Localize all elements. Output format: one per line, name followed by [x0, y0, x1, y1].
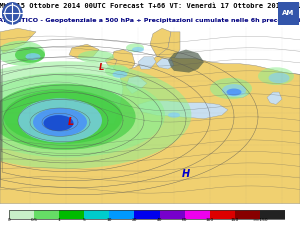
Text: 60: 60 [182, 218, 188, 222]
Polygon shape [150, 28, 171, 58]
Ellipse shape [0, 84, 136, 150]
Bar [260, 210, 285, 219]
Ellipse shape [112, 71, 128, 78]
Text: 20: 20 [132, 218, 137, 222]
Polygon shape [156, 58, 174, 69]
Ellipse shape [15, 47, 45, 63]
Ellipse shape [126, 43, 144, 52]
Text: 150: 150 [231, 218, 239, 222]
Polygon shape [0, 28, 36, 53]
Text: L: L [99, 63, 105, 72]
Polygon shape [138, 101, 228, 119]
Ellipse shape [258, 67, 294, 85]
Text: 1: 1 [58, 218, 61, 222]
Bar [9, 210, 285, 219]
Text: 5: 5 [83, 218, 86, 222]
Bar [34, 210, 59, 219]
Polygon shape [126, 76, 147, 94]
Polygon shape [168, 50, 204, 73]
Ellipse shape [0, 61, 191, 169]
Bar [184, 210, 210, 219]
Bar [235, 210, 260, 219]
Bar [110, 210, 134, 219]
Text: 10: 10 [106, 218, 112, 222]
Polygon shape [159, 32, 180, 58]
Ellipse shape [44, 115, 74, 131]
Text: 100: 100 [206, 218, 214, 222]
Bar [59, 210, 84, 219]
Ellipse shape [168, 112, 180, 118]
Ellipse shape [33, 108, 87, 136]
Text: AM: AM [282, 10, 294, 16]
Polygon shape [0, 57, 300, 204]
Polygon shape [69, 44, 99, 58]
Polygon shape [105, 57, 117, 67]
Text: 0: 0 [8, 218, 10, 222]
Text: H: H [182, 169, 190, 178]
Bar [84, 210, 110, 219]
Ellipse shape [268, 73, 290, 83]
Ellipse shape [78, 50, 114, 63]
Ellipse shape [18, 98, 102, 142]
Ellipse shape [0, 41, 45, 65]
Circle shape [3, 3, 22, 24]
Polygon shape [267, 92, 282, 104]
Ellipse shape [222, 84, 246, 97]
Ellipse shape [226, 88, 242, 96]
Text: EUROATLANTICO - Geopotenziale a 500 hPa + Precipitazioni cumulate nelle 6h prece: EUROATLANTICO - Geopotenziale a 500 hPa … [0, 18, 300, 23]
Polygon shape [138, 57, 156, 69]
Text: 0.5: 0.5 [31, 218, 38, 222]
Polygon shape [111, 50, 135, 74]
Ellipse shape [105, 65, 129, 77]
Ellipse shape [0, 73, 165, 158]
Bar [9, 210, 34, 219]
Text: ECMWF 15 Ottobre 2014 00UTC Forecast T+66 VT: Venerdì 17 Ottobre 2014 18UTC: ECMWF 15 Ottobre 2014 00UTC Forecast T+6… [0, 3, 300, 9]
Bar [210, 210, 235, 219]
Text: >=150: >=150 [252, 218, 268, 222]
Ellipse shape [4, 90, 122, 144]
Bar [134, 210, 160, 219]
Ellipse shape [132, 47, 144, 52]
Ellipse shape [26, 53, 40, 60]
Ellipse shape [210, 78, 252, 99]
Bar [160, 210, 184, 219]
Polygon shape [228, 90, 249, 97]
Text: 40: 40 [157, 218, 162, 222]
Text: L: L [68, 117, 74, 127]
